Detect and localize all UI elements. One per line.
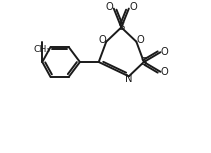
Text: S: S — [141, 57, 147, 67]
Text: O: O — [106, 2, 114, 12]
Text: O: O — [98, 35, 106, 45]
Text: O: O — [161, 47, 169, 57]
Text: O: O — [129, 2, 137, 12]
Text: O: O — [137, 35, 144, 45]
Text: S: S — [118, 22, 124, 32]
Text: O: O — [161, 67, 169, 77]
Text: CH₃: CH₃ — [34, 45, 51, 54]
Text: N: N — [125, 74, 133, 84]
